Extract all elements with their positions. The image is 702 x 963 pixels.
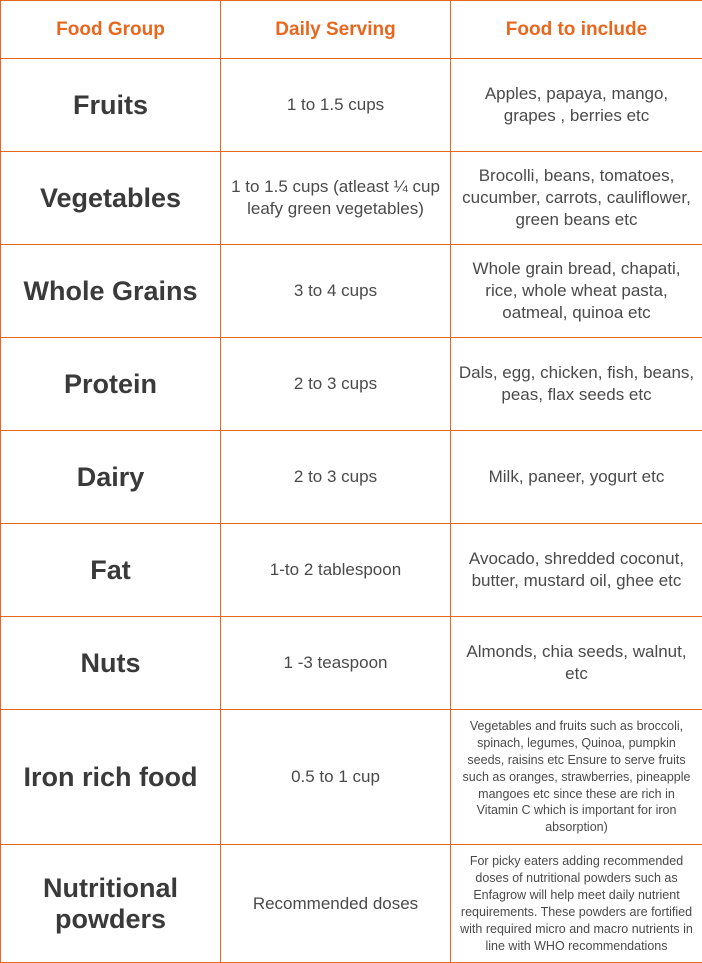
food-group-cell: Vegetables — [1, 152, 221, 245]
daily-serving-cell: 1 to 1.5 cups — [221, 59, 451, 152]
food-include-cell: For picky eaters adding recommended dose… — [451, 845, 702, 963]
table-row: Protein2 to 3 cupsDals, egg, chicken, fi… — [1, 338, 702, 431]
food-include-cell: Dals, egg, chicken, fish, beans, peas, f… — [451, 338, 702, 431]
food-serving-table: Food Group Daily Serving Food to include… — [0, 0, 702, 963]
daily-serving-cell: 1 to 1.5 cups (atleast ¼ cup leafy green… — [221, 152, 451, 245]
daily-serving-cell: 2 to 3 cups — [221, 338, 451, 431]
header-row: Food Group Daily Serving Food to include — [1, 1, 702, 59]
food-group-cell: Dairy — [1, 431, 221, 524]
daily-serving-cell: 3 to 4 cups — [221, 245, 451, 338]
food-group-cell: Protein — [1, 338, 221, 431]
food-group-cell: Iron rich food — [1, 710, 221, 845]
table-body: Fruits1 to 1.5 cupsApples, papaya, mango… — [1, 59, 702, 963]
food-group-cell: Whole Grains — [1, 245, 221, 338]
table-row: Nuts1 -3 teaspoonAlmonds, chia seeds, wa… — [1, 617, 702, 710]
table-row: Iron rich food0.5 to 1 cupVegetables and… — [1, 710, 702, 845]
table-row: Whole Grains3 to 4 cupsWhole grain bread… — [1, 245, 702, 338]
header-daily-serving: Daily Serving — [221, 1, 451, 59]
daily-serving-cell: 0.5 to 1 cup — [221, 710, 451, 845]
food-include-cell: Almonds, chia seeds, walnut, etc — [451, 617, 702, 710]
food-include-cell: Avocado, shredded coconut, butter, musta… — [451, 524, 702, 617]
daily-serving-cell: 1 -3 teaspoon — [221, 617, 451, 710]
daily-serving-cell: 1-to 2 tablespoon — [221, 524, 451, 617]
food-group-cell: Fat — [1, 524, 221, 617]
food-include-cell: Vegetables and fruits such as broccoli, … — [451, 710, 702, 845]
food-include-cell: Apples, papaya, mango, grapes , berries … — [451, 59, 702, 152]
food-group-cell: Nutritional powders — [1, 845, 221, 963]
table-row: Fat1-to 2 tablespoonAvocado, shredded co… — [1, 524, 702, 617]
table-row: Vegetables1 to 1.5 cups (atleast ¼ cup l… — [1, 152, 702, 245]
header-food-include: Food to include — [451, 1, 702, 59]
table-row: Nutritional powdersRecommended dosesFor … — [1, 845, 702, 963]
table-row: Dairy2 to 3 cupsMilk, paneer, yogurt etc — [1, 431, 702, 524]
food-group-cell: Fruits — [1, 59, 221, 152]
daily-serving-cell: Recommended doses — [221, 845, 451, 963]
header-food-group: Food Group — [1, 1, 221, 59]
daily-serving-cell: 2 to 3 cups — [221, 431, 451, 524]
table-row: Fruits1 to 1.5 cupsApples, papaya, mango… — [1, 59, 702, 152]
food-include-cell: Whole grain bread, chapati, rice, whole … — [451, 245, 702, 338]
food-include-cell: Brocolli, beans, tomatoes, cucumber, car… — [451, 152, 702, 245]
food-group-cell: Nuts — [1, 617, 221, 710]
food-include-cell: Milk, paneer, yogurt etc — [451, 431, 702, 524]
